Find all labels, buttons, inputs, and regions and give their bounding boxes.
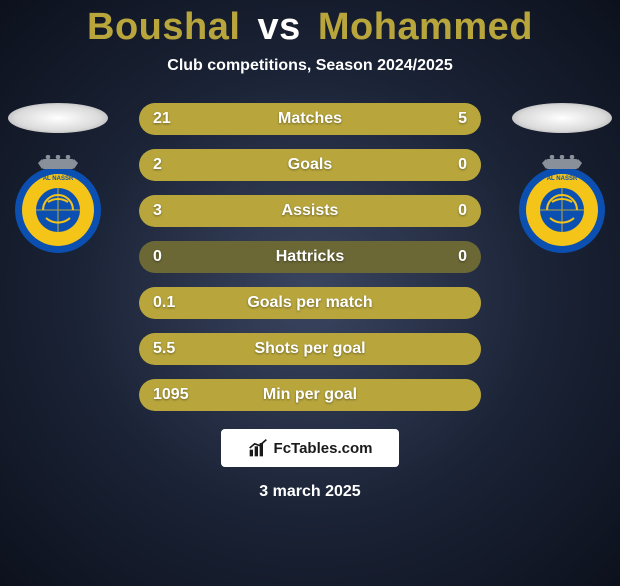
stat-row: Min per goal1095 <box>139 379 481 411</box>
stat-value-left: 0.1 <box>153 287 175 319</box>
svg-text:AL NASSR: AL NASSR <box>547 176 578 182</box>
stat-label: Matches <box>139 103 481 135</box>
player2-name: Mohammed <box>318 6 533 48</box>
player1-photo-placeholder <box>8 103 108 133</box>
site-badge: FcTables.com <box>221 429 399 467</box>
site-name: FcTables.com <box>274 440 373 457</box>
player2-photo-placeholder <box>512 103 612 133</box>
stat-value-right: 5 <box>458 103 467 135</box>
stat-label: Hattricks <box>139 241 481 273</box>
stat-row: Assists3 0 <box>139 195 481 227</box>
stat-row: Hattricks0 0 <box>139 241 481 273</box>
subtitle: Club competitions, Season 2024/2025 <box>0 57 620 75</box>
stat-row: Goals per match0.1 <box>139 287 481 319</box>
stat-value-left: 5.5 <box>153 333 175 365</box>
vs-text: vs <box>257 6 300 48</box>
player2-club-crest: AL NASSR <box>512 155 612 255</box>
crest-icon: AL NASSR <box>8 155 108 255</box>
stat-label: Goals <box>139 149 481 181</box>
stat-label: Shots per goal <box>139 333 481 365</box>
date: 3 march 2025 <box>0 483 620 501</box>
stat-row: Goals2 0 <box>139 149 481 181</box>
stats-bars: Matches215Goals20Assists30Hattricks00Goa… <box>139 103 481 411</box>
stat-value-left: 21 <box>153 103 171 135</box>
crest-icon: AL NASSR <box>512 155 612 255</box>
stat-value-right: 0 <box>458 241 467 273</box>
stat-value-right: 0 <box>458 149 467 181</box>
stat-row: Matches21 5 <box>139 103 481 135</box>
stat-value-left: 0 <box>153 241 162 273</box>
stat-value-left: 3 <box>153 195 162 227</box>
stat-row: Shots per goal5.5 <box>139 333 481 365</box>
chart-icon <box>248 438 268 458</box>
stat-label: Min per goal <box>139 379 481 411</box>
svg-text:AL NASSR: AL NASSR <box>43 176 74 182</box>
player1-club-crest: AL NASSR <box>8 155 108 255</box>
player1-name: Boushal <box>87 6 240 48</box>
stat-value-right: 0 <box>458 195 467 227</box>
comparison-title: Boushal vs Mohammed <box>0 6 620 49</box>
stat-label: Goals per match <box>139 287 481 319</box>
stat-label: Assists <box>139 195 481 227</box>
stat-value-left: 2 <box>153 149 162 181</box>
content-area: AL NASSR AL NASSR Matches215Goals20Assis… <box>0 103 620 411</box>
stat-value-left: 1095 <box>153 379 189 411</box>
